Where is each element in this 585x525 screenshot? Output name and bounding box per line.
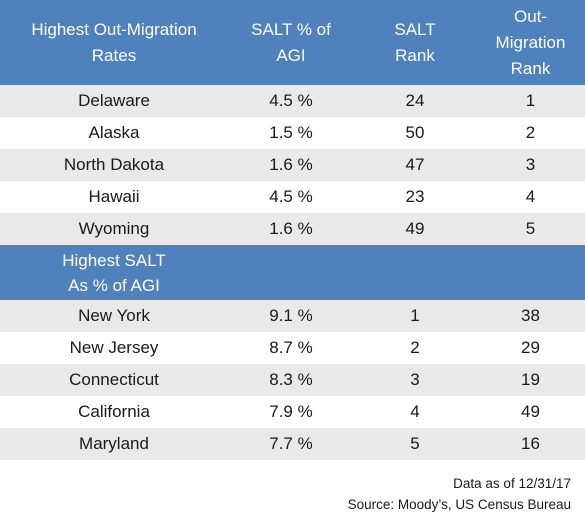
out-rank-cell: 49 xyxy=(521,402,540,421)
table-row: New York 9.1 % 1 38 xyxy=(0,300,585,332)
state-cell: Delaware xyxy=(78,91,150,110)
header-line: Migration xyxy=(495,32,566,52)
table-row: Alaska 1.5 % 50 2 xyxy=(0,117,585,149)
out-rank-cell: 2 xyxy=(525,123,536,142)
header-line: As % of AGI xyxy=(68,275,160,295)
state-cell: Alaska xyxy=(88,123,140,142)
table-row: Hawaii 4.5 % 23 4 xyxy=(0,181,585,213)
salt-pct-cell: 7.7 % xyxy=(269,434,313,453)
state-cell: New York xyxy=(78,306,150,325)
out-rank-cell: 29 xyxy=(521,338,540,357)
salt-pct-cell: 7.9 % xyxy=(269,402,313,421)
footnote-source: Source: Moody’s, US Census Bureau xyxy=(347,497,571,512)
table-row: New Jersey 8.7 % 2 29 xyxy=(0,332,585,364)
state-cell: Maryland xyxy=(79,434,149,453)
table-row: North Dakota 1.6 % 47 3 xyxy=(0,149,585,181)
header-out-migration-rank: Out- Migration Rank xyxy=(476,4,585,82)
table-row: Maryland 7.7 % 5 16 xyxy=(0,428,585,460)
salt-migration-table: Highest Out-Migration Rates SALT % of AG… xyxy=(0,0,585,460)
salt-rank-cell: 24 xyxy=(405,91,425,110)
state-cell: Hawaii xyxy=(88,187,140,206)
table-row: California 7.9 % 4 49 xyxy=(0,396,585,428)
state-cell: Wyoming xyxy=(78,219,150,238)
salt-pct-cell: 4.5 % xyxy=(269,91,313,110)
out-rank-cell: 1 xyxy=(525,91,536,110)
salt-pct-cell: 8.7 % xyxy=(269,338,313,357)
salt-rank-cell: 5 xyxy=(410,434,420,453)
state-cell: North Dakota xyxy=(63,155,165,174)
table-row: Delaware 4.5 % 24 1 xyxy=(0,85,585,117)
salt-rank-cell: 3 xyxy=(410,370,420,389)
out-rank-cell: 16 xyxy=(521,434,540,453)
salt-rank-cell: 23 xyxy=(405,187,425,206)
header-line: AGI xyxy=(276,45,306,65)
salt-pct-cell: 4.5 % xyxy=(269,187,313,206)
header-highest-salt: Highest SALT As % of AGI xyxy=(0,248,228,298)
table-row: Connecticut 8.3 % 3 19 xyxy=(0,364,585,396)
header-salt-rank: SALT Rank xyxy=(354,17,476,69)
salt-pct-cell: 9.1 % xyxy=(269,306,313,325)
salt-rank-cell: 47 xyxy=(405,155,425,174)
salt-rank-cell: 50 xyxy=(405,123,425,142)
salt-pct-cell: 1.6 % xyxy=(269,155,313,174)
header-line: SALT % of xyxy=(251,19,331,39)
salt-rank-cell: 49 xyxy=(405,219,425,238)
state-cell: California xyxy=(78,402,150,421)
salt-rank-cell: 1 xyxy=(410,306,420,325)
header-line: Out- xyxy=(513,6,548,26)
header-line: Highest SALT xyxy=(62,250,166,270)
footnote-date: Data as of 12/31/17 xyxy=(453,476,571,491)
section-header-row: Highest SALT As % of AGI xyxy=(0,245,585,300)
table-header-row: Highest Out-Migration Rates SALT % of AG… xyxy=(0,0,585,85)
salt-pct-cell: 1.5 % xyxy=(269,123,313,142)
out-rank-cell: 5 xyxy=(525,219,536,238)
salt-rank-cell: 2 xyxy=(410,338,420,357)
header-line: Rank xyxy=(510,58,551,78)
state-cell: New Jersey xyxy=(69,338,159,357)
header-line: SALT xyxy=(394,19,436,39)
header-line: Rates xyxy=(91,45,137,65)
header-salt-pct-agi: SALT % of AGI xyxy=(228,17,354,69)
salt-pct-cell: 1.6 % xyxy=(269,219,313,238)
state-cell: Connecticut xyxy=(69,370,159,389)
out-rank-cell: 38 xyxy=(521,306,540,325)
header-line: Highest Out-Migration xyxy=(31,19,197,39)
table-row: Wyoming 1.6 % 49 5 xyxy=(0,213,585,245)
out-rank-cell: 19 xyxy=(521,370,540,389)
out-rank-cell: 4 xyxy=(525,187,536,206)
out-rank-cell: 3 xyxy=(525,155,536,174)
header-out-migration-rates: Highest Out-Migration Rates xyxy=(0,17,228,69)
header-line: Rank xyxy=(395,45,435,65)
salt-pct-cell: 8.3 % xyxy=(269,370,313,389)
salt-rank-cell: 4 xyxy=(410,402,420,421)
